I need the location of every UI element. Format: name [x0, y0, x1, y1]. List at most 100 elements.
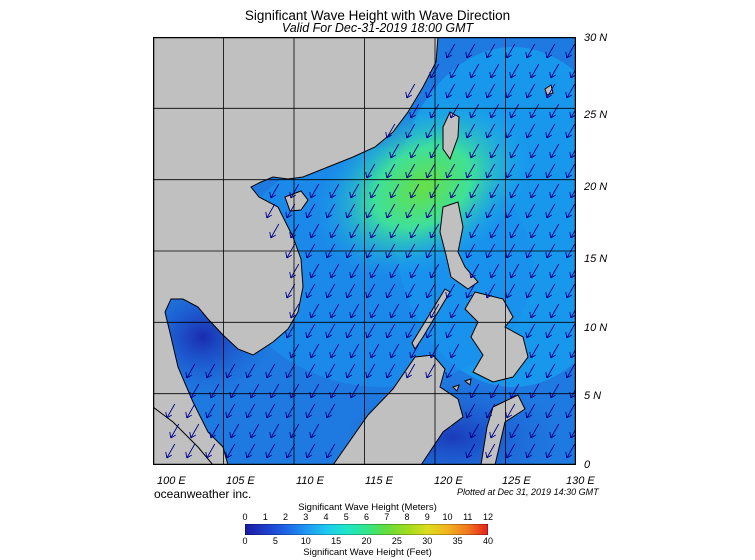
wave-arrow — [465, 83, 476, 99]
colorbar-meter-tick: 8 — [404, 512, 410, 522]
colorbar-meter-tick: 3 — [303, 512, 309, 522]
wave-arrow — [489, 103, 500, 119]
wave-arrow — [329, 303, 340, 319]
wave-arrow — [405, 123, 416, 139]
colorbar-feet-tick: 30 — [422, 536, 433, 546]
wave-arrow — [529, 303, 540, 319]
wave-arrow — [329, 343, 340, 359]
wave-arrow — [485, 203, 496, 219]
wave-arrow — [445, 43, 456, 59]
taiwan-island — [442, 111, 460, 161]
wave-arrow — [425, 123, 436, 139]
wave-arrow — [365, 363, 376, 379]
colorbar — [245, 524, 488, 535]
wave-arrow — [485, 403, 496, 419]
wave-arrow — [525, 43, 536, 59]
wave-arrow — [509, 103, 520, 119]
wave-arrow — [445, 323, 456, 339]
wave-arrow — [369, 223, 380, 239]
wave-arrow — [425, 203, 436, 219]
sulawesi-island — [480, 394, 526, 465]
wave-arrow — [469, 423, 480, 439]
wave-arrow — [485, 83, 496, 99]
wave-arrow — [229, 383, 240, 399]
wave-arrow — [265, 403, 276, 419]
wave-arrow — [489, 143, 500, 159]
wave-arrow — [565, 123, 576, 139]
wave-arrow — [565, 323, 576, 339]
lat-label: 5 N — [584, 390, 602, 402]
wave-arrow — [485, 163, 496, 179]
wave-arrow — [229, 423, 240, 439]
wave-arrow — [509, 423, 520, 439]
lon-label: 110 E — [296, 475, 324, 487]
latlon-grid — [153, 37, 576, 465]
wave-arrow — [285, 283, 296, 299]
colorbar-meter-tick: 11 — [463, 512, 473, 522]
colorbar-meter-tick: 4 — [323, 512, 329, 522]
plotted-timestamp: Plotted at Dec 31, 2019 14:30 GMT — [457, 487, 599, 497]
wave-arrow — [425, 83, 436, 99]
lon-label: 125 E — [502, 475, 531, 487]
wave-arrow — [365, 283, 376, 299]
palawan-island — [411, 288, 451, 350]
lon-label: 100 E — [157, 475, 186, 487]
wave-arrow — [289, 263, 300, 279]
wave-arrow — [309, 303, 320, 319]
wave-arrow — [205, 403, 216, 419]
wave-arrow — [549, 183, 560, 199]
wave-arrow — [509, 183, 520, 199]
wave-arrow — [349, 303, 360, 319]
wave-arrow — [285, 403, 296, 419]
wave-arrow — [385, 363, 396, 379]
wave-direction-arrows — [165, 43, 576, 459]
lat-label: 10 N — [584, 322, 608, 334]
wave-arrow — [309, 223, 320, 239]
wave-arrow — [265, 203, 276, 219]
lon-label: 120 E — [434, 475, 463, 487]
wave-arrow — [305, 323, 316, 339]
wave-arrow — [485, 283, 496, 299]
colorbar-feet-tick: 15 — [331, 536, 342, 546]
wave-arrow — [489, 383, 500, 399]
wave-arrow — [389, 183, 400, 199]
wave-arrow — [405, 83, 416, 99]
wave-arrow — [529, 383, 540, 399]
luzon-island — [439, 201, 479, 290]
colorbar-meter-tick: 10 — [442, 512, 453, 522]
wave-arrow — [329, 383, 340, 399]
wave-arrow — [269, 183, 280, 199]
wave-arrow — [325, 443, 336, 459]
colorbar-feet-tick: 25 — [391, 536, 402, 546]
wave-arrow — [405, 323, 416, 339]
colorbar-feet-tick: 20 — [361, 536, 372, 546]
wave-arrow — [189, 383, 200, 399]
wave-arrow — [289, 183, 300, 199]
wave-arrow — [349, 343, 360, 359]
wave-arrow — [225, 443, 236, 459]
wave-arrow — [529, 63, 540, 79]
wave-arrow — [549, 383, 560, 399]
wave-arrow — [265, 443, 276, 459]
wave-arrow — [249, 423, 260, 439]
wave-arrow — [385, 163, 396, 179]
lon-label: 115 E — [365, 475, 393, 487]
colorbar-meter-tick: 12 — [482, 512, 494, 522]
wave-arrow — [189, 423, 200, 439]
wave-arrow — [409, 343, 420, 359]
wave-arrow — [325, 323, 336, 339]
wave-arrow — [369, 183, 380, 199]
wave-arrow — [405, 203, 416, 219]
wave-arrow — [525, 163, 536, 179]
wave-arrow — [529, 183, 540, 199]
wave-arrow — [389, 143, 400, 159]
wave-arrow — [545, 363, 556, 379]
wave-arrow — [545, 123, 556, 139]
wave-arrow — [525, 403, 536, 419]
wave-arrow — [269, 423, 280, 439]
colorbar-feet-tick: 10 — [300, 536, 311, 546]
wave-arrow — [509, 263, 520, 279]
wave-arrow — [545, 323, 556, 339]
wave-arrow — [389, 263, 400, 279]
wave-arrow — [409, 223, 420, 239]
